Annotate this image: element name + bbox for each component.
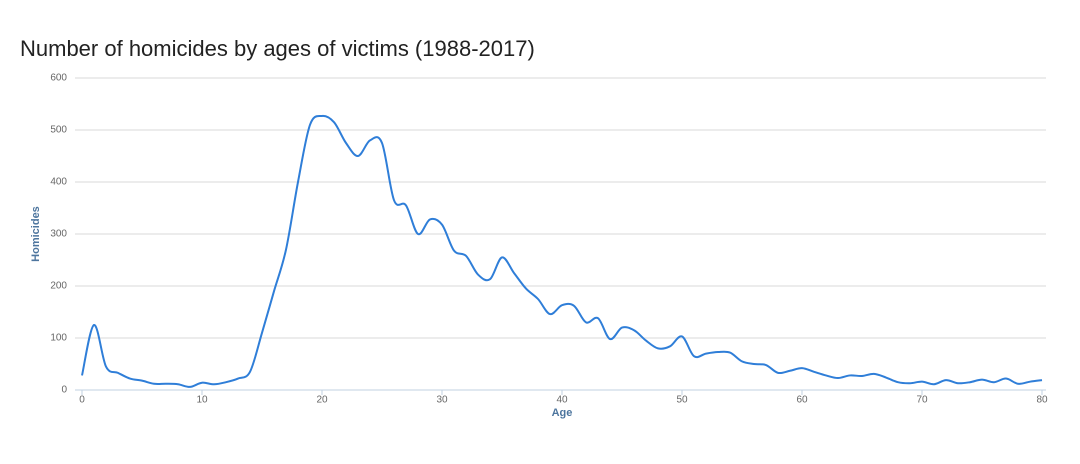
y-tick-label: 100 [50, 333, 67, 344]
x-axis-label: Age [552, 407, 573, 419]
y-tick-label: 500 [50, 125, 67, 136]
x-tick-label: 80 [1036, 395, 1048, 406]
x-tick-label: 30 [436, 395, 448, 406]
chart-title: Number of homicides by ages of victims (… [20, 36, 535, 61]
x-tick-label: 20 [316, 395, 328, 406]
line [81, 114, 1043, 388]
y-tick-label: 600 [50, 73, 67, 84]
y-axis-label: Homicides [30, 206, 42, 262]
x-tick-label: 10 [196, 395, 208, 406]
x-tick-label: 70 [916, 395, 928, 406]
x-tick-label: 60 [796, 395, 808, 406]
y-tick-label: 200 [50, 281, 67, 292]
y-tick-label: 300 [50, 229, 67, 240]
y-tick-label: 0 [61, 385, 67, 396]
x-tick-label: 50 [676, 395, 688, 406]
x-tick-label: 40 [556, 395, 568, 406]
x-tick-label: 0 [79, 395, 85, 406]
y-tick-label: 400 [50, 177, 67, 188]
